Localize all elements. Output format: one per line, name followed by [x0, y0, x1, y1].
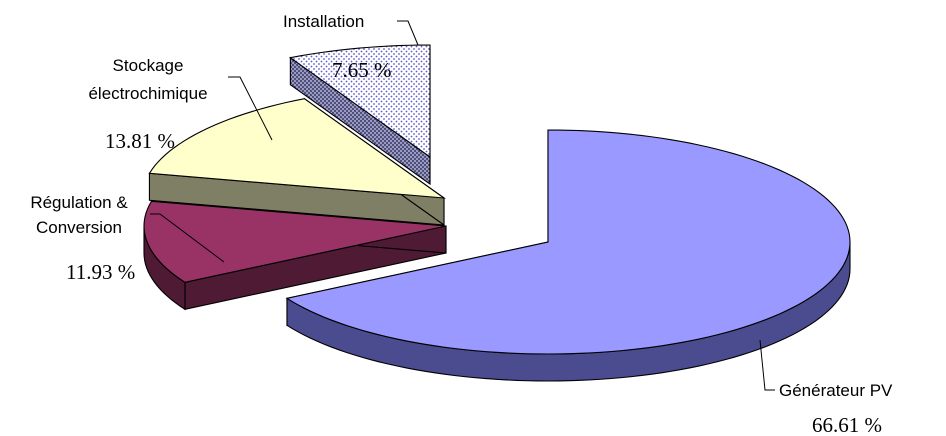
- slice-generateur-pv: [285, 129, 851, 382]
- slice-value-generateur-pv: 66.61 %: [812, 413, 882, 436]
- slice-installation: [288, 44, 431, 186]
- slice-stockage-electrochimique: [148, 97, 446, 227]
- leader-line-generateur: [759, 339, 775, 391]
- leader-line-stockage: [228, 76, 273, 141]
- slice-top-regulation-conversion: [143, 200, 447, 283]
- leader-line-regulation: [150, 213, 225, 263]
- slice-label-generateur-pv: Générateur PV: [779, 381, 893, 400]
- slice-value-regulation: 11.93 %: [66, 260, 135, 284]
- pie-slices: [143, 44, 851, 382]
- slice-regulation-conversion: [143, 200, 447, 311]
- slice-label-stockage-line1: Stockage: [113, 56, 184, 75]
- slice-value-stockage: 13.81 %: [105, 129, 175, 153]
- leader-line-installation: [397, 20, 419, 46]
- slice-label-regulation-line2: Conversion: [36, 218, 122, 237]
- slice-label-installation: Installation: [283, 12, 364, 31]
- slice-top-stockage-electrochimique: [148, 98, 446, 199]
- slice-value-installation: 7.65 %: [332, 58, 392, 82]
- slice-top-generateur-pv: [285, 129, 851, 355]
- slice-top-installation: [288, 44, 431, 159]
- slice-label-stockage-line2: électrochimique: [88, 84, 207, 103]
- slice-label-regulation-line1: Régulation &: [30, 193, 128, 212]
